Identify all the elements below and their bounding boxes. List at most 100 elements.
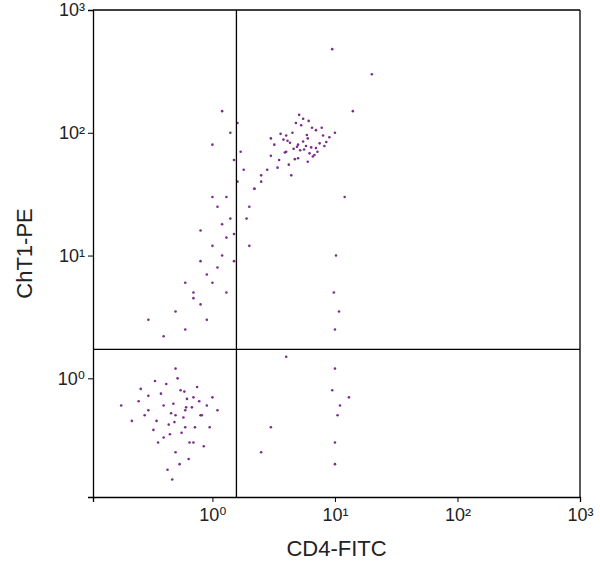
- event-point: [187, 458, 190, 461]
- event-point: [315, 129, 318, 132]
- tick-label: 10²: [445, 505, 471, 525]
- tick: 10³: [59, 0, 93, 20]
- event-point: [286, 140, 289, 143]
- event-point: [173, 421, 176, 424]
- event-point: [185, 406, 188, 409]
- event-point: [253, 187, 256, 190]
- event-point: [335, 254, 338, 257]
- event-point: [221, 254, 224, 257]
- event-point: [211, 396, 214, 399]
- event-point: [306, 161, 309, 164]
- tick-label: 10⁰: [58, 369, 85, 389]
- event-point: [199, 229, 202, 232]
- event-point: [188, 441, 191, 444]
- event-point: [284, 151, 287, 154]
- event-point: [311, 126, 314, 129]
- event-point: [352, 110, 355, 113]
- event-point: [293, 158, 296, 161]
- event-point: [348, 396, 351, 399]
- event-point: [192, 297, 195, 300]
- event-point: [299, 149, 302, 152]
- event-point: [333, 291, 336, 294]
- event-point: [273, 143, 276, 146]
- event-point: [216, 409, 219, 412]
- quadrant-line: [236, 10, 237, 497]
- event-point: [338, 310, 341, 313]
- event-point: [154, 380, 157, 383]
- frame: [579, 10, 580, 497]
- event-point: [303, 148, 306, 151]
- event-point: [172, 403, 175, 406]
- x-axis: 10⁰ 10¹ 10² 10³: [94, 497, 594, 525]
- event-point: [307, 120, 310, 123]
- event-point: [295, 122, 298, 125]
- event-point: [323, 145, 326, 148]
- event-point: [221, 223, 224, 226]
- event-point: [371, 73, 374, 76]
- y-axis: 10⁰ 10¹ 10² 10³: [58, 0, 94, 497]
- event-point: [289, 141, 292, 144]
- event-point: [285, 134, 288, 137]
- event-point: [211, 281, 214, 284]
- event-point: [339, 404, 342, 407]
- tick: 10²: [59, 123, 93, 143]
- event-point: [287, 163, 290, 166]
- event-point: [320, 126, 323, 129]
- event-point: [174, 367, 177, 370]
- tick: 10⁰: [199, 497, 226, 525]
- event-point: [198, 400, 201, 403]
- event-point: [211, 143, 214, 146]
- event-point: [191, 406, 194, 409]
- event-point: [178, 463, 181, 466]
- tick: 10⁰: [58, 369, 93, 389]
- event-point: [282, 138, 285, 141]
- event-point: [233, 233, 236, 236]
- event-point: [245, 217, 248, 220]
- event-point: [331, 48, 334, 51]
- tick-mark: [212, 497, 213, 502]
- y-axis-title: ChT1-PE: [12, 208, 37, 298]
- event-point: [174, 414, 177, 417]
- event-point: [171, 478, 174, 481]
- x-axis-title: CD4-FITC: [286, 536, 386, 561]
- event-point: [199, 260, 202, 263]
- event-point: [229, 217, 232, 220]
- event-point: [174, 451, 177, 454]
- event-point: [139, 388, 142, 391]
- event-point: [166, 468, 169, 471]
- event-point: [216, 266, 219, 269]
- tick: 10¹: [59, 246, 93, 266]
- event-point: [248, 245, 251, 248]
- event-point: [192, 441, 195, 444]
- event-point: [310, 146, 313, 149]
- event-point: [152, 429, 155, 432]
- event-point: [221, 110, 224, 113]
- event-point: [202, 445, 205, 448]
- event-point: [170, 412, 173, 415]
- tick-label: 10¹: [322, 505, 348, 525]
- event-point: [260, 451, 263, 454]
- event-point: [334, 131, 337, 134]
- event-point: [270, 137, 273, 140]
- event-point: [285, 355, 288, 358]
- event-point: [184, 409, 187, 412]
- tick: 10³: [567, 497, 593, 525]
- event-point: [206, 318, 209, 321]
- event-point: [225, 291, 228, 294]
- event-point: [169, 433, 172, 436]
- tick-mark: [335, 497, 336, 502]
- event-point: [216, 205, 219, 208]
- event-point: [184, 426, 187, 429]
- tick-label: 10³: [567, 505, 593, 525]
- event-point: [334, 367, 337, 370]
- tick-mark: [88, 378, 93, 379]
- tick-label: 10⁰: [199, 505, 226, 525]
- tick-mark: [88, 256, 93, 257]
- event-point: [334, 463, 337, 466]
- event-point: [308, 152, 311, 155]
- event-point: [211, 245, 214, 248]
- tick-mark: [457, 497, 458, 502]
- event-point: [186, 398, 189, 401]
- event-point: [147, 395, 150, 398]
- event-point: [336, 414, 339, 417]
